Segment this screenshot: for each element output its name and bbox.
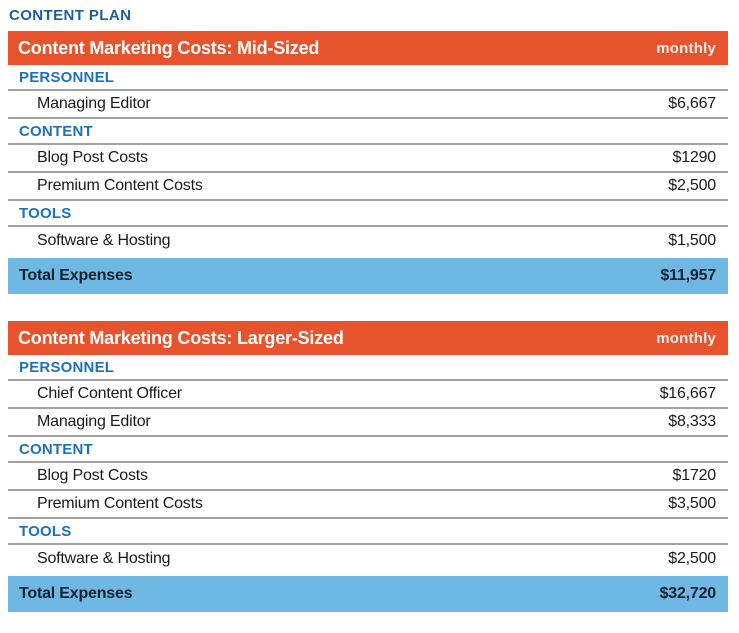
item-label: Premium Content Costs [37,495,203,512]
cost-table-larger-sized: Content Marketing Costs: Larger-Sized mo… [8,321,728,612]
section-row-tools: TOOLS [8,201,728,227]
section-row-personnel: PERSONNEL [8,355,728,381]
section-row-tools: TOOLS [8,519,728,545]
table-title-prefix: Content Marketing Costs: [18,327,238,348]
item-label: Blog Post Costs [37,149,148,166]
total-label: Total Expenses [19,267,133,284]
item-value: $1,500 [668,232,716,249]
item-row-software-hosting: Software & Hosting $1,500 [8,227,728,255]
item-label: Managing Editor [37,413,151,430]
section-label: PERSONNEL [19,359,115,376]
item-label: Chief Content Officer [37,385,182,402]
total-row: Total Expenses $32,720 [8,576,728,612]
item-value: $1290 [672,149,717,166]
item-label: Software & Hosting [37,550,171,567]
table-title: Content Marketing Costs: Larger-Sized [18,328,344,349]
item-value: $8,333 [668,413,716,430]
section-label: TOOLS [19,523,72,540]
item-row-blog-post-costs: Blog Post Costs $1720 [8,463,728,491]
total-value: $32,720 [659,585,717,602]
item-row-managing-editor: Managing Editor $8,333 [8,409,728,437]
item-row-blog-post-costs: Blog Post Costs $1290 [8,145,728,173]
table-title-prefix: Content Marketing Costs: [18,37,238,58]
section-label: PERSONNEL [19,69,115,86]
item-label: Premium Content Costs [37,177,203,194]
page-title: CONTENT PLAN [9,7,132,24]
item-row-premium-content-costs: Premium Content Costs $2,500 [8,173,728,201]
item-value: $1720 [672,467,717,484]
section-label: CONTENT [19,123,93,140]
cost-table-mid-sized: Content Marketing Costs: Mid-Sized month… [8,31,728,294]
table-title-emphasis: Mid-Sized [237,37,320,58]
section-label: TOOLS [19,205,72,222]
item-value: $3,500 [668,495,716,512]
period-label: monthly [656,329,716,347]
item-label: Software & Hosting [37,232,171,249]
item-row-premium-content-costs: Premium Content Costs $3,500 [8,491,728,519]
item-row-software-hosting: Software & Hosting $2,500 [8,545,728,573]
table-header: Content Marketing Costs: Larger-Sized mo… [8,321,728,355]
item-value: $6,667 [668,95,716,112]
item-label: Blog Post Costs [37,467,148,484]
item-value: $2,500 [668,550,716,567]
section-label: CONTENT [19,441,93,458]
content-plan-page: CONTENT PLAN Content Marketing Costs: Mi… [8,7,728,612]
table-header: Content Marketing Costs: Mid-Sized month… [8,31,728,65]
item-label: Managing Editor [37,95,151,112]
item-row-managing-editor: Managing Editor $6,667 [8,91,728,119]
table-title-emphasis: Larger-Sized [237,327,344,348]
total-row: Total Expenses $11,957 [8,258,728,294]
section-row-content: CONTENT [8,437,728,463]
section-row-personnel: PERSONNEL [8,65,728,91]
period-label: monthly [656,39,716,57]
total-value: $11,957 [660,267,716,284]
table-title: Content Marketing Costs: Mid-Sized [18,38,319,59]
item-value: $16,667 [659,385,717,402]
section-row-content: CONTENT [8,119,728,145]
item-value: $2,500 [668,177,716,194]
total-label: Total Expenses [19,585,133,602]
item-row-chief-content-officer: Chief Content Officer $16,667 [8,381,728,409]
